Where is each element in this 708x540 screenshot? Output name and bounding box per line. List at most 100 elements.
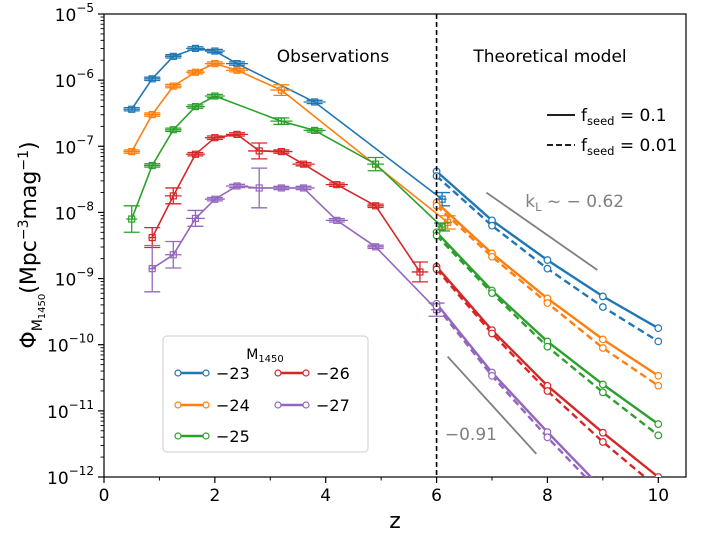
model-point: [543, 342, 552, 351]
model-point: [488, 252, 496, 261]
slope-line-1: [446, 356, 538, 455]
y-tick-exp: −7: [76, 133, 94, 147]
obs-point: [438, 195, 446, 203]
slope-kl-value: ~ − 0.62: [542, 192, 625, 212]
obs-point: [148, 233, 156, 242]
model-point: [654, 431, 663, 440]
y-tick-label-1: 10−11: [47, 398, 94, 423]
solid-f-sub: seed: [587, 114, 614, 128]
obs-point: [416, 268, 424, 276]
model-point: [488, 371, 496, 380]
legend-title-sub: 1450: [258, 354, 283, 365]
model-point: [598, 344, 607, 352]
y-label-exp1: −3: [16, 219, 32, 240]
x-axis-label: z: [389, 509, 401, 534]
series-0: [123, 44, 663, 346]
legend-label: −27: [316, 396, 350, 415]
legend-swatch-marker: [174, 432, 182, 440]
y-tick-base: 10: [47, 469, 69, 489]
obs-point: [148, 161, 156, 170]
x-tick-label-2: 4: [320, 486, 331, 506]
obs-line-1: [130, 62, 449, 224]
slope-kl-base: k: [525, 192, 535, 212]
y-tick-label-7: 10−5: [55, 1, 94, 26]
legend-swatch-marker: [202, 401, 210, 409]
obs-point: [372, 202, 380, 210]
model-point: [654, 371, 663, 380]
model-point: [654, 324, 663, 333]
obs-point: [191, 102, 200, 111]
obs-point: [444, 218, 452, 226]
y-label-exp2: −1: [16, 150, 32, 171]
series-legend-entries: −23 −24 −25 −26 −27: [174, 364, 350, 446]
series-1: [123, 60, 663, 390]
y-tick-base: 10: [47, 403, 69, 423]
obs-point: [169, 82, 177, 90]
obs-point: [438, 223, 446, 231]
legend-swatch-marker: [274, 369, 282, 377]
region-label-observations: Observations: [277, 47, 390, 67]
legend-swatch-marker: [274, 401, 282, 409]
obs-point: [333, 181, 341, 189]
obs-point: [311, 126, 319, 135]
legend-title-base: M: [246, 347, 258, 363]
obs-point: [169, 52, 177, 60]
slope-line-0: [485, 191, 598, 271]
y-tick-label-3: 10−9: [55, 266, 94, 291]
x-tick-label-4: 8: [542, 486, 553, 506]
dashed-f-value: = 0.01: [614, 136, 677, 156]
obs-point: [277, 184, 285, 192]
x-tick-label-0: 0: [99, 486, 110, 506]
obs-point: [211, 134, 219, 142]
obs-point: [233, 60, 241, 68]
y-tick-base: 10: [55, 271, 77, 291]
y-tick-label-2: 10−10: [47, 332, 94, 357]
model-point: [543, 256, 552, 264]
series-4: [144, 167, 593, 477]
y-tick-base: 10: [55, 6, 77, 26]
series-layer: [123, 44, 663, 477]
y-tick-label-4: 10−8: [55, 199, 94, 224]
obs-point: [169, 126, 177, 134]
y-tick-exp: −8: [76, 199, 94, 213]
legend-swatch-marker: [202, 432, 210, 440]
obs-point: [311, 98, 319, 106]
y-tick-exp: −10: [69, 332, 94, 346]
legend-entry-0: −23: [174, 364, 250, 383]
slope-kl-sub: L: [535, 200, 542, 214]
obs-point: [299, 184, 308, 192]
model-point: [543, 387, 552, 395]
y-tick-base: 10: [55, 138, 77, 158]
obs-point: [233, 182, 241, 190]
obs-point: [233, 66, 241, 74]
model-point: [543, 299, 552, 307]
model-point: [654, 473, 663, 477]
model-solid-4: [435, 302, 593, 477]
y-axis-label: ΦM1450(Mpc−3mag−1): [16, 141, 48, 348]
model-legend: fseed = 0.1 fseed = 0.01: [547, 106, 677, 158]
model-legend-solid-label: fseed = 0.1: [581, 106, 667, 128]
model-point: [598, 292, 607, 301]
y-label-1450: 1450: [37, 294, 48, 319]
obs-point: [211, 92, 219, 100]
legend-swatch-marker: [174, 401, 182, 409]
obs-point: [191, 214, 200, 222]
legend-label: −26: [316, 364, 350, 383]
obs-point: [211, 195, 219, 203]
obs-point: [277, 86, 285, 94]
obs-point: [372, 243, 380, 251]
obs-point: [372, 160, 380, 168]
obs-point: [233, 130, 241, 138]
model-point: [543, 264, 552, 273]
model-point: [654, 420, 663, 428]
obs-point: [211, 47, 219, 55]
x-tick-label-1: 2: [209, 486, 220, 506]
model-dashed-3: [435, 268, 647, 477]
obs-point: [128, 215, 136, 223]
obs-point: [191, 150, 200, 158]
slope-label-kl: kL ~ − 0.62: [525, 192, 624, 214]
model-point: [598, 380, 607, 389]
series-3: [144, 130, 663, 477]
obs-point: [277, 147, 285, 156]
